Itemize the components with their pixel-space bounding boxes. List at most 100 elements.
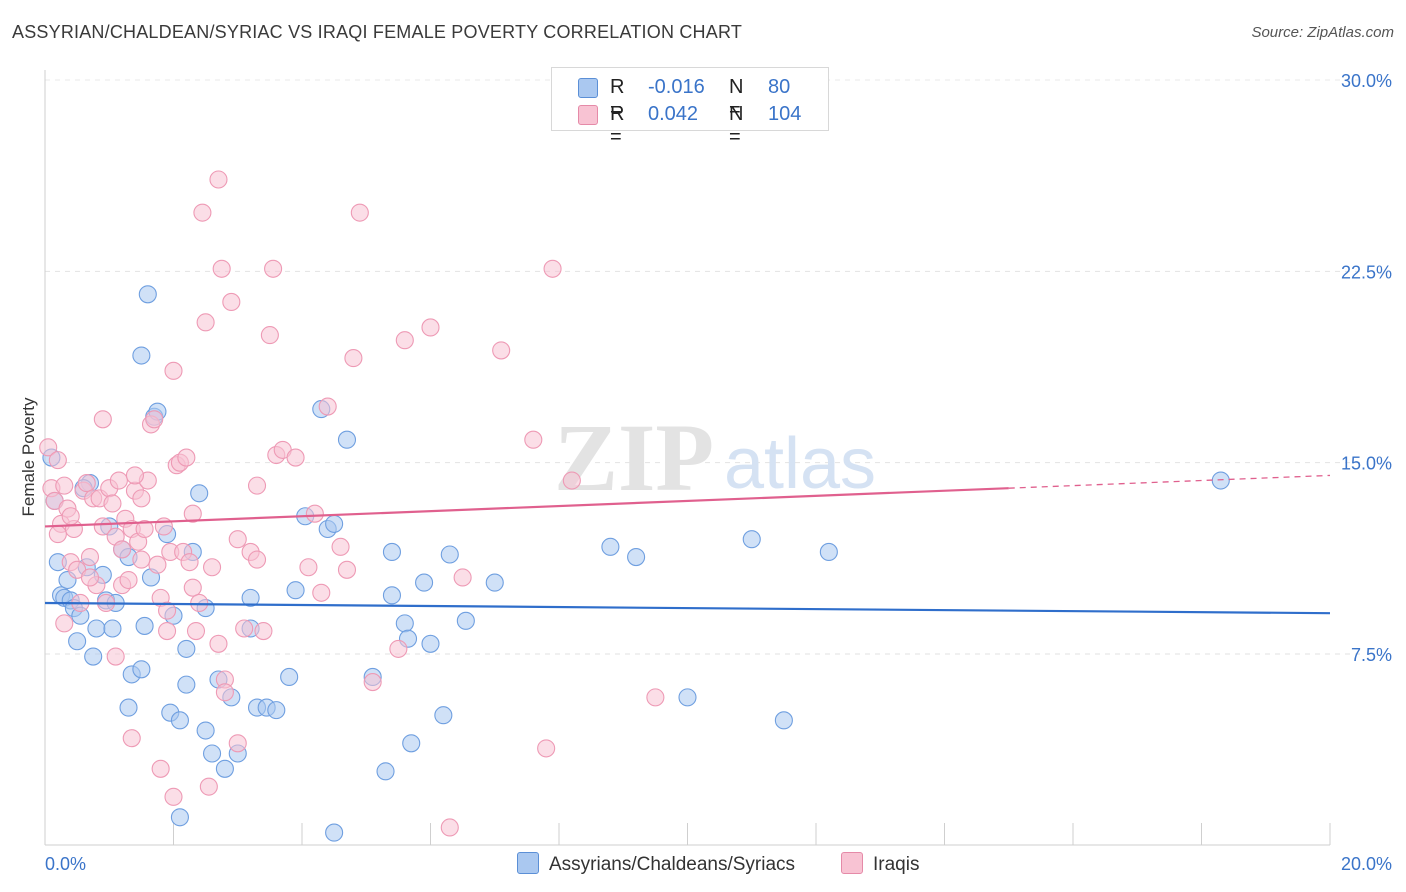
assyrian-point [337, 430, 357, 449]
iraqi-point [260, 326, 279, 345]
iraqi-trend-extension [1008, 474, 1331, 489]
legend-n-value: 80 [768, 76, 791, 98]
y-tick-label: 7.5% [1351, 645, 1392, 665]
iraqi-point [235, 619, 254, 638]
iraqi-point [440, 818, 459, 837]
iraqi-point [132, 550, 151, 569]
assyrian-point [215, 759, 234, 778]
bottom-legend-iraqis: Iraqis [841, 852, 919, 876]
iraqi-point [199, 777, 218, 796]
assyrian-point [678, 688, 697, 707]
iraqi-point [164, 787, 183, 806]
iraqi-point [562, 471, 581, 490]
legend-swatch [578, 78, 598, 98]
assyrian-point [1211, 471, 1230, 490]
trend-lines [44, 474, 1331, 615]
assyrian-point [485, 573, 504, 592]
legend-r-label: R = [610, 76, 625, 121]
assyrian-point [742, 530, 761, 549]
legend-n-label: N = [729, 76, 744, 121]
iraqi-point [331, 537, 350, 556]
assyrian-trend-line [44, 601, 1331, 615]
legend-n-label: N = [729, 103, 744, 148]
iraqi-point [363, 673, 382, 692]
iraqi-point [148, 555, 167, 574]
assyrian-point [286, 581, 305, 600]
y-tick-label: 15.0% [1341, 454, 1392, 474]
assyrian-point [325, 823, 344, 842]
iraqi-point [77, 474, 96, 493]
chart-source: Source: ZipAtlas.com [1251, 24, 1394, 41]
iraqi-point [318, 397, 337, 416]
assyrian-point [87, 619, 106, 638]
assyrian-point [132, 346, 151, 365]
iraqi-point [135, 519, 154, 539]
assyrian-point [382, 542, 402, 562]
iraqi-point [183, 504, 202, 523]
y-axis-label: Female Poverty [19, 397, 38, 517]
legend-r-value: -0.016 [648, 76, 705, 98]
assyrian-point [421, 634, 440, 653]
iraqi-point [55, 476, 74, 495]
watermark: ZIP atlas [554, 404, 876, 511]
legend-r-label: R = [610, 103, 625, 148]
data-points [39, 170, 1230, 842]
iraqi-point [158, 621, 177, 641]
iraqi-point [39, 438, 58, 457]
iraqi-point [247, 550, 267, 569]
iraqi-point [177, 448, 196, 467]
grid-lines [45, 79, 1365, 655]
iraqi-point [196, 313, 215, 332]
iraqi-point [421, 318, 440, 337]
assyrian-point [119, 698, 138, 717]
iraqi-point [264, 259, 283, 278]
iraqi-point [350, 203, 369, 222]
iraqi-point [212, 259, 231, 278]
iraqi-point [312, 583, 331, 602]
legend-box: R = -0.016 N = 80 R = 0.042 N = 104 [551, 67, 829, 148]
iraqi-point [158, 601, 177, 620]
assyrian-point [376, 762, 395, 781]
iraqi-point [80, 548, 100, 567]
iraqi-point [132, 489, 151, 508]
bottom-legend-label: Assyrians/Chaldeans/Syriacs [549, 854, 796, 875]
x-tick-label: 20.0% [1341, 854, 1392, 874]
assyrian-point [190, 484, 209, 503]
bottom-legend-swatch [517, 852, 539, 874]
assyrian-point [440, 545, 459, 564]
assyrian-point [402, 734, 421, 753]
iraqi-point [193, 203, 212, 222]
assyrian-point [196, 721, 215, 740]
axis-labels: 7.5% 15.0% 22.5% 30.0% 0.0% 20.0% Female Pover… [19, 71, 1392, 874]
iraqi-point [80, 568, 100, 587]
iraqi-point [203, 558, 222, 577]
assyrian-point [774, 711, 793, 730]
iraqi-point [215, 683, 234, 702]
assyrian-point [177, 639, 196, 658]
iraqi-point [61, 507, 80, 526]
legend-swatch [578, 105, 598, 125]
iraqi-point [209, 170, 228, 189]
iraqi-point [125, 466, 144, 485]
iraqi-point [190, 593, 209, 613]
assyrian-point [819, 542, 838, 562]
assyrian-point [132, 660, 151, 679]
assyrian-point [170, 808, 189, 827]
iraqi-point [524, 430, 543, 449]
assyrian-point [138, 285, 157, 304]
iraqi-point [228, 530, 247, 549]
iraqi-point [109, 471, 128, 490]
iraqi-point [537, 739, 556, 758]
assyrian-point [177, 675, 196, 694]
iraqi-trend-line [44, 487, 1009, 528]
assyrian-point [280, 667, 299, 687]
iraqi-point [48, 525, 67, 544]
assyrian-point [103, 619, 122, 638]
x-tick-label: 0.0% [45, 854, 86, 874]
iraqi-point [180, 553, 199, 572]
iraqi-point [222, 292, 241, 311]
assyrian-point [601, 537, 620, 556]
chart-title: ASSYRIAN/CHALDEAN/SYRIAC VS IRAQI FEMALE… [12, 22, 743, 42]
iraqi-point [151, 759, 170, 778]
assyrian-point [68, 632, 87, 651]
